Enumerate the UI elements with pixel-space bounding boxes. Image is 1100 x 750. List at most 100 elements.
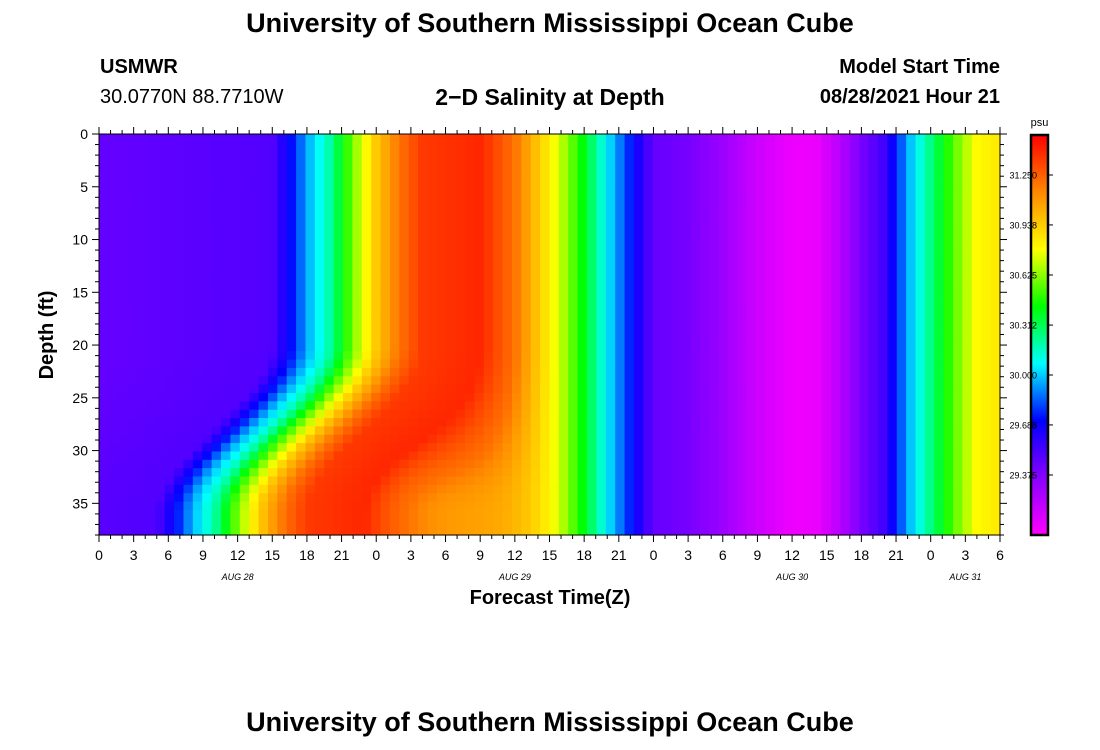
heatmap-cell (943, 142, 954, 152)
heatmap-cell (953, 426, 964, 436)
heatmap-cell (924, 192, 935, 202)
heatmap-cell (239, 401, 250, 411)
heatmap-cell (793, 443, 804, 453)
heatmap-cell (896, 526, 907, 536)
heatmap-cell (784, 175, 795, 185)
heatmap-cell (277, 167, 288, 177)
heatmap-cell (483, 217, 494, 227)
heatmap-cell (117, 267, 128, 277)
heatmap-cell (840, 376, 851, 386)
heatmap-cell (887, 359, 898, 369)
heatmap-cell (840, 167, 851, 177)
heatmap-cell (849, 401, 860, 411)
heatmap-cell (990, 292, 1001, 302)
heatmap-cell (774, 209, 785, 219)
heatmap-cell (192, 167, 203, 177)
heatmap-cell (465, 184, 476, 194)
heatmap-cell (474, 418, 485, 427)
heatmap-cell (605, 476, 616, 486)
heatmap-cell (221, 351, 231, 361)
heatmap-cell (774, 167, 785, 177)
heatmap-cell (587, 175, 598, 185)
heatmap-cell (971, 384, 982, 394)
heatmap-cell (389, 418, 400, 427)
heatmap-cell (887, 309, 898, 319)
heatmap-cell (230, 209, 241, 219)
heatmap-cell (258, 184, 269, 194)
heatmap-cell (446, 443, 457, 453)
heatmap-cell (746, 284, 757, 294)
heatmap-cell (352, 225, 363, 235)
heatmap-cell (971, 142, 982, 152)
heatmap-cell (277, 451, 288, 461)
heatmap-cell (277, 518, 288, 528)
heatmap-cell (746, 401, 757, 411)
heatmap-cell (737, 184, 748, 194)
heatmap-cell (117, 401, 128, 411)
heatmap-cell (962, 493, 973, 503)
heatmap-cell (530, 384, 541, 394)
heatmap-cell (117, 167, 128, 177)
heatmap-cell (784, 409, 795, 419)
heatmap-cell (540, 150, 551, 160)
heatmap-cell (877, 484, 888, 494)
heatmap-cell (690, 284, 701, 294)
page-title: University of Southern Mississippi Ocean… (246, 8, 854, 38)
heatmap-cell (690, 451, 701, 461)
heatmap-cell (877, 200, 888, 210)
heatmap-cell (455, 384, 466, 394)
colorbar-tick-label: 29.375 (1009, 471, 1037, 481)
heatmap-cell (859, 225, 870, 235)
heatmap-cell (868, 459, 879, 469)
heatmap-cell (849, 326, 860, 336)
heatmap-cell (155, 292, 166, 302)
heatmap-cell (540, 250, 551, 260)
heatmap-cell (343, 242, 354, 252)
heatmap-cell (934, 418, 945, 427)
heatmap-cell (361, 142, 372, 152)
heatmap-cell (267, 484, 278, 494)
heatmap-cell (906, 342, 917, 352)
heatmap-cell (249, 493, 260, 503)
heatmap-cell (474, 276, 485, 285)
heatmap-cell (221, 501, 231, 511)
heatmap-cell (145, 501, 156, 511)
heatmap-cell (296, 376, 307, 386)
heatmap-cell (831, 184, 842, 194)
heatmap-cell (305, 334, 316, 344)
heatmap-cell (943, 418, 954, 427)
heatmap-cell (145, 284, 156, 294)
heatmap-cell (221, 493, 231, 503)
heatmap-cell (183, 259, 194, 269)
heatmap-cell (859, 351, 870, 361)
heatmap-cell (774, 459, 785, 469)
heatmap-cell (221, 309, 231, 319)
heatmap-cell (277, 234, 288, 244)
heatmap-cell (709, 493, 720, 503)
heatmap-cell (155, 209, 166, 219)
heatmap-cell (483, 468, 494, 478)
heatmap-cell (868, 509, 879, 519)
heatmap-cell (746, 484, 757, 494)
x-tick-label: 18 (299, 547, 315, 563)
heatmap-cell (145, 242, 156, 252)
heatmap-cell (662, 443, 673, 453)
heatmap-cell (587, 392, 598, 402)
heatmap-cell (446, 434, 457, 444)
heatmap-cell (324, 284, 335, 294)
heatmap-cell (774, 259, 785, 269)
heatmap-cell (652, 459, 663, 469)
heatmap-cell (906, 301, 917, 311)
heatmap-cell (924, 217, 935, 227)
heatmap-cell (221, 418, 231, 427)
heatmap-cell (277, 476, 288, 486)
heatmap-cell (202, 234, 213, 244)
heatmap-cell (277, 493, 288, 503)
heatmap-cell (680, 167, 691, 177)
heatmap-cell (183, 509, 194, 519)
heatmap-cell (418, 184, 429, 194)
heatmap-cell (699, 217, 710, 227)
heatmap-cell (671, 367, 682, 377)
heatmap-cell (174, 150, 185, 160)
heatmap-cell (953, 150, 964, 160)
